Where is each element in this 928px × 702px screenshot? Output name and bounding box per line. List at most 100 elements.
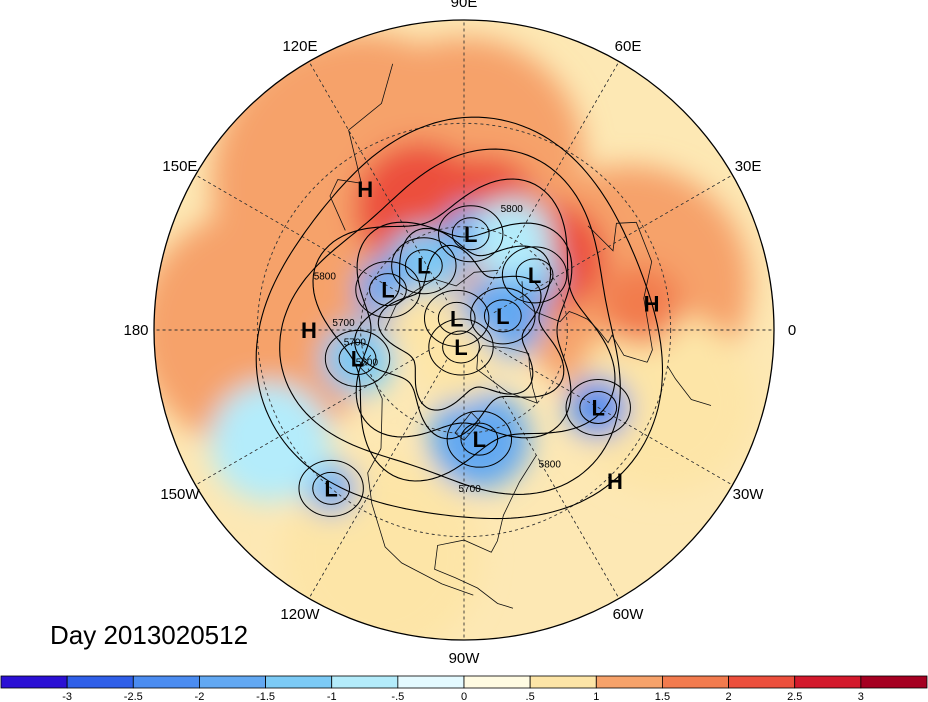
coastline — [587, 221, 653, 363]
height-contours — [255, 116, 664, 520]
colorbar-bin — [397, 675, 465, 689]
coastlines — [329, 63, 712, 609]
meridian-line — [195, 346, 435, 486]
longitude-label: 0 — [788, 322, 796, 339]
colorbar-bin — [595, 675, 663, 689]
low-contour — [515, 258, 554, 292]
contour-value-label: 5700 — [344, 337, 367, 348]
contour-value-label: 5800 — [539, 459, 562, 470]
meridian-line — [308, 61, 448, 301]
colorbar-tick-label: .5 — [526, 691, 535, 702]
contour-value-label: 5800 — [501, 204, 524, 215]
height-contour — [255, 116, 664, 520]
height-contour — [279, 148, 621, 495]
graticule — [154, 20, 774, 640]
colorbar-tick-label: -.5 — [391, 691, 404, 702]
high-pressure-marker: H — [301, 318, 317, 343]
low-contour — [423, 289, 490, 347]
low-contour — [391, 237, 457, 295]
low-contour — [501, 246, 568, 304]
colorbar-bin — [199, 675, 266, 689]
latitude-circle — [256, 122, 672, 538]
colorbar-bin — [794, 675, 862, 689]
meridian-line — [493, 346, 733, 486]
contour-value-label: 5600 — [356, 357, 379, 368]
longitude-label: 90W — [449, 650, 481, 667]
low-contour — [565, 379, 631, 436]
colorbar-tick-label: -1 — [327, 691, 337, 702]
low-contour — [369, 273, 407, 307]
height-contour — [312, 178, 616, 482]
colorbar-bin — [66, 675, 134, 689]
colorbar-tick-label: -2 — [195, 691, 205, 702]
low-pressure-marker: L — [324, 476, 337, 501]
colorbar-tick-label: -3 — [62, 691, 72, 702]
colorbar-tick-label: -2.5 — [124, 691, 143, 702]
low-contour — [442, 330, 480, 364]
meridian-line — [480, 359, 620, 599]
day-label: Day 2013020512 — [50, 620, 249, 650]
colorbar-bin — [463, 675, 531, 689]
colorbar-bin — [265, 675, 333, 689]
low-contour — [355, 261, 421, 319]
low-contour — [470, 287, 536, 345]
high-pressure-marker: H — [357, 177, 373, 202]
longitude-label: 60E — [615, 38, 642, 55]
low-pressure-marker: L — [450, 306, 463, 331]
meridian-line — [493, 174, 733, 314]
anomaly-area — [574, 313, 755, 494]
colorbar-bin — [860, 675, 928, 689]
low-contour — [338, 342, 377, 376]
colorbar-tick-label: 2 — [726, 691, 732, 702]
longitude-label: 150W — [160, 486, 200, 503]
colorbar-bin — [132, 675, 200, 689]
low-pressure-marker: L — [464, 222, 477, 247]
coastline — [329, 63, 394, 231]
contour-value-label: 5800 — [314, 271, 337, 282]
longitude-label: 180 — [123, 322, 148, 339]
anomaly-area — [388, 287, 459, 358]
contour-value-labels: 5800 5800 5700 5700 5600 5700 5800 — [314, 204, 562, 495]
map-border — [153, 19, 775, 641]
anomaly-area — [210, 381, 331, 502]
low-pressure-marker: L — [381, 278, 394, 303]
coastline — [454, 411, 481, 441]
height-contour — [377, 244, 542, 411]
meridian-line — [195, 174, 435, 314]
coastline — [384, 269, 499, 331]
low-contour — [579, 391, 618, 424]
colorbar-bin — [331, 675, 399, 689]
coastline — [667, 365, 712, 406]
colorbar-bin — [728, 675, 796, 689]
longitude-label: 120W — [280, 606, 320, 623]
colorbar-tick-label: -1.5 — [256, 691, 275, 702]
low-contour — [312, 471, 351, 505]
low-pressure-marker: L — [417, 254, 430, 279]
low-pressure-marker: L — [473, 427, 486, 452]
colorbar-tick-label: 1.5 — [655, 691, 670, 702]
anomaly-area — [429, 389, 530, 490]
contour-value-label: 5700 — [459, 484, 482, 495]
low-contour — [324, 330, 391, 388]
longitude-label: 30E — [735, 158, 762, 175]
colorbar-tick-label: 2.5 — [787, 691, 802, 702]
colorbar-tick-label: 1 — [593, 691, 599, 702]
colorbar-tick-label: 0 — [461, 691, 467, 702]
longitude-labels: 90E 60E 30E 0 30W 60W 90W 120W 150W 180 150E 120E — [123, 0, 796, 667]
meridian-line — [480, 61, 620, 301]
coastline — [434, 455, 537, 609]
anomaly-area — [601, 265, 682, 346]
coastline — [359, 354, 383, 449]
colorbar-tick-label: 3 — [858, 691, 864, 702]
low-pressure-marker: L — [496, 304, 509, 329]
colorbar-bin — [529, 675, 597, 689]
low-pressure-marker: L — [528, 263, 541, 288]
longitude-label: 150E — [162, 158, 197, 175]
colorbar: -3 -2.5 -2 -1.5 -1 -.5 0 .5 1 1.5 2 2.5 3 — [0, 675, 928, 702]
longitude-label: 60W — [613, 606, 645, 623]
low-pressure-marker: L — [592, 396, 605, 421]
low-contour — [483, 299, 522, 333]
colorbar-bin — [662, 675, 729, 689]
low-contour — [438, 205, 504, 263]
